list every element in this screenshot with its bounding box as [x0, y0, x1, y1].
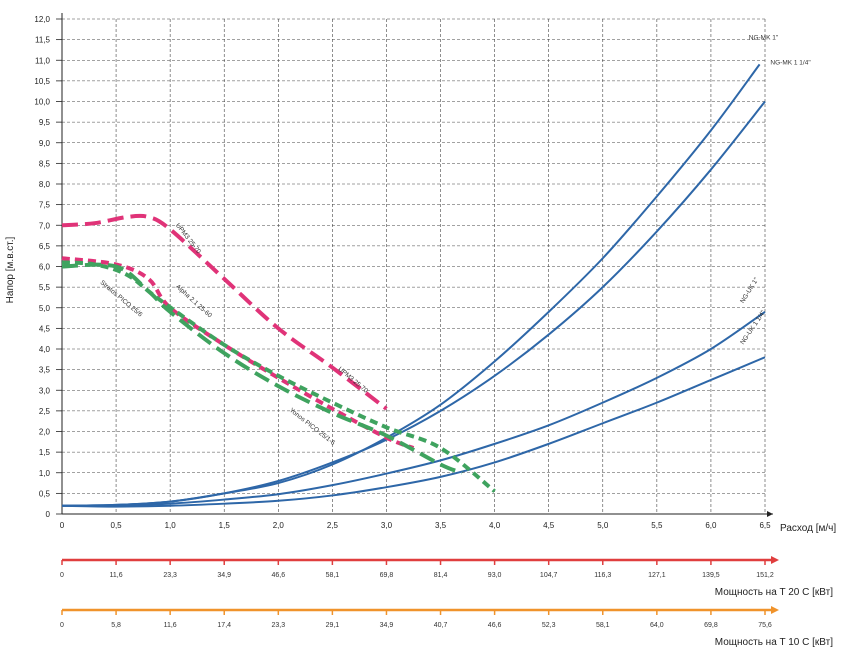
x-tick-label: 6,5	[759, 521, 771, 530]
power-scale-arrow	[771, 556, 779, 564]
power-scale-tick-label: 58,1	[596, 622, 610, 629]
power-scale-tick-label: 17,4	[217, 622, 231, 629]
power-scale-tick-label: 11,6	[110, 572, 123, 579]
power-scale-tick-label: 64,0	[650, 622, 664, 629]
power-scales: 0 11,6 23,3 34,9 46,6 58,1 69,8 81,4 93,0 104,7 11…	[60, 556, 833, 648]
series-line	[61, 262, 463, 475]
y-tick-label: 9,5	[39, 118, 51, 127]
y-tick-label: 5,0	[39, 304, 51, 313]
power-scale-tick-label: 139,5	[702, 572, 720, 579]
power-scale-tick-label: 5,8	[111, 622, 121, 629]
y-tick-label: 3,0	[39, 386, 51, 395]
y-tick-label: 9,0	[39, 139, 51, 148]
x-axis-label: Расход [м/ч]	[780, 523, 836, 534]
y-tick-label: 10,5	[34, 77, 50, 86]
y-tick-label: 8,0	[39, 180, 51, 189]
power-scale-tick-label: 58,1	[326, 572, 340, 579]
y-tick-label: 1,0	[39, 469, 51, 478]
y-tick-label: 11,0	[35, 56, 51, 65]
y-tick-label: 8,5	[39, 159, 51, 168]
x-tick-label: 4,5	[543, 521, 555, 530]
power-scale-tick-label: 69,8	[380, 572, 394, 579]
grid	[62, 18, 766, 514]
power-scale-tick-label: 29,1	[326, 622, 340, 629]
power-scale-tick-label: 127,1	[648, 572, 666, 579]
x-tick-label: 1,0	[165, 521, 177, 530]
power-scale-tick-label: 52,3	[542, 622, 556, 629]
y-tick-label: 11,5	[35, 36, 51, 45]
series-line	[61, 213, 388, 411]
x-tick-label: 3,0	[381, 521, 393, 530]
power-scale-tick-label: 0	[60, 622, 64, 629]
curve-label: Stratos PICO 25/6	[99, 279, 144, 319]
y-tick-label: 6,0	[39, 263, 51, 272]
power-scale-tick-label: 151,2	[756, 572, 774, 579]
curve-label: NG-UK 1"	[739, 276, 760, 305]
series-line	[61, 100, 766, 507]
x-axis-arrow	[767, 511, 773, 517]
series-line	[61, 256, 415, 450]
power-scale-label: Мощность на T 20 C [кВт]	[715, 587, 833, 598]
power-scale-arrow	[771, 606, 779, 614]
power-scale-tick-label: 23,3	[163, 572, 177, 579]
y-tick-label: 7,0	[39, 221, 51, 230]
x-tick-label: 2,0	[273, 521, 285, 530]
y-tick-label: 0	[46, 510, 51, 519]
y-tick-label: 4,0	[39, 345, 51, 354]
x-tick-label: 0	[60, 521, 65, 530]
power-scale-tick-label: 116,3	[594, 572, 611, 579]
x-tick-label: 5,0	[597, 521, 609, 530]
power-scale-tick-label: 104,7	[540, 572, 558, 579]
y-tick-label: 2,0	[39, 428, 51, 437]
x-tick-label: 5,5	[651, 521, 663, 530]
power-scale-tick-label: 34,9	[380, 622, 394, 629]
power-scale-tick-label: 40,7	[434, 622, 448, 629]
curve-label: NG-MK 1 1/4"	[770, 59, 811, 66]
y-axis-label: Напор [м.в.ст.]	[5, 236, 16, 303]
curves	[61, 63, 766, 508]
power-scale-tick-label: 69,8	[704, 622, 718, 629]
y-tick-label: 5,5	[39, 283, 51, 292]
y-tick-label: 12,0	[34, 15, 50, 24]
x-tick-label: 2,5	[327, 521, 339, 530]
x-tick-label: 1,5	[219, 521, 231, 530]
power-scale-tick-label: 23,3	[271, 622, 285, 629]
x-tick-label: 4,0	[489, 521, 501, 530]
power-scale-label: Мощность на T 10 C [кВт]	[715, 637, 833, 648]
curve-labels: NG-MK 1"NG-MK 1 1/4"NG-UK 1"NG-UK 1 1/4"…	[99, 35, 812, 447]
series-line	[61, 356, 766, 508]
axes: 0 0,5 1,0 1,5 2,0 2,5 3,0 3,5 4,0 4,5 5,0 5,5 6,0 6,5…	[34, 13, 773, 530]
power-scale-tick-label: 46,6	[488, 622, 502, 629]
x-tick-label: 0,5	[111, 521, 123, 530]
x-tick-label: 6,0	[705, 521, 717, 530]
curve-label: NG-MK 1"	[749, 35, 779, 42]
power-scale-tick-label: 75,6	[758, 622, 772, 629]
power-scale-tick-label: 11,6	[164, 622, 177, 629]
y-tick-label: 0,5	[39, 489, 51, 498]
series-line	[61, 311, 766, 507]
y-tick-label: 4,5	[39, 324, 51, 333]
x-tick-label: 3,5	[435, 521, 447, 530]
power-scale-tick-label: 46,6	[271, 572, 285, 579]
y-tick-label: 10,0	[34, 98, 50, 107]
y-tick-label: 2,5	[39, 407, 51, 416]
power-scale-tick-label: 34,9	[217, 572, 231, 579]
power-scale-tick-label: 81,4	[434, 572, 448, 579]
y-tick-label: 3,5	[39, 366, 51, 375]
power-scale-tick-label: 93,0	[488, 572, 502, 579]
y-tick-label: 7,5	[39, 201, 51, 210]
series-line	[61, 63, 761, 507]
y-tick-label: 1,5	[39, 448, 51, 457]
y-tick-label: 6,5	[39, 242, 51, 251]
power-scale-tick-label: 0	[60, 572, 64, 579]
